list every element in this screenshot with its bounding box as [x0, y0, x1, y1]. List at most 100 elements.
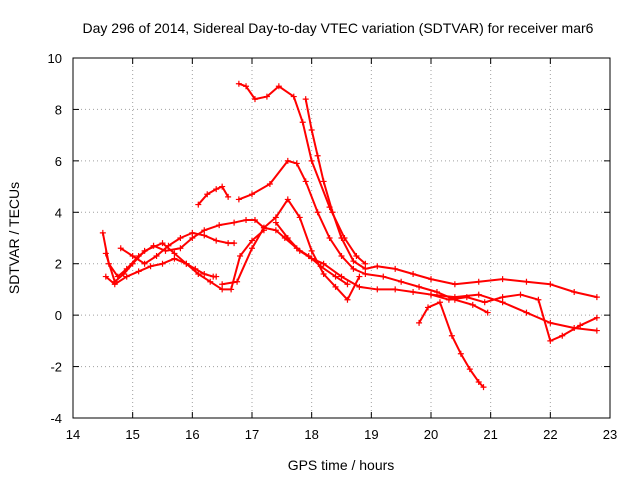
data-point-marker [329, 209, 336, 216]
x-tick-label: 23 [603, 427, 617, 442]
data-point-marker [290, 93, 297, 100]
y-tick-label: 10 [48, 51, 62, 66]
data-point-marker [302, 96, 309, 103]
data-point-marker [416, 319, 423, 326]
data-point-marker [523, 278, 530, 285]
series-track-7 [416, 299, 487, 391]
data-point-marker [123, 273, 130, 280]
data-point-marker [314, 209, 321, 216]
data-point-marker [338, 235, 345, 241]
data-point-marker [207, 278, 214, 285]
data-point-marker [135, 268, 142, 275]
data-point-marker [466, 366, 473, 373]
data-point-marker [475, 278, 482, 285]
data-point-marker [284, 196, 291, 203]
data-point-marker [523, 309, 530, 316]
data-point-marker [559, 332, 566, 339]
data-point-marker [374, 263, 381, 270]
data-point-marker [213, 237, 220, 244]
data-point-marker [272, 219, 279, 226]
data-point-marker [147, 263, 154, 270]
data-point-marker [448, 332, 455, 339]
data-point-marker [129, 253, 136, 259]
data-point-marker [392, 286, 399, 293]
data-point-marker [171, 250, 178, 257]
data-point-marker [201, 232, 208, 239]
data-point-marker [356, 273, 363, 280]
x-tick-label: 18 [304, 427, 318, 442]
data-point-marker [475, 291, 482, 298]
data-point-marker [201, 227, 208, 234]
data-point-marker [177, 245, 184, 252]
data-point-marker [428, 291, 434, 298]
series-line [430, 293, 598, 342]
data-point-marker [129, 260, 136, 267]
data-point-marker [392, 265, 399, 272]
data-point-marker [296, 214, 303, 221]
data-point-marker [356, 283, 363, 290]
data-point-marker [228, 286, 235, 293]
data-point-marker [299, 119, 306, 126]
data-point-marker [577, 322, 584, 329]
data-point-marker [243, 217, 250, 223]
data-point-marker [293, 160, 300, 167]
data-point-marker [189, 229, 196, 236]
data-point-marker [249, 237, 255, 244]
data-point-marker [338, 253, 345, 259]
series-line [101, 219, 349, 286]
data-point-marker [237, 253, 244, 259]
data-point-marker [362, 260, 369, 267]
data-point-marker [141, 247, 148, 254]
data-point-marker [192, 265, 199, 272]
data-point-marker [231, 219, 238, 226]
data-point-marker [99, 229, 106, 236]
data-point-marker [216, 222, 223, 229]
data-point-marker [302, 178, 309, 185]
data-point-marker [177, 235, 184, 241]
data-point-marker [260, 227, 267, 234]
data-point-marker [475, 379, 482, 385]
data-point-marker [219, 183, 226, 190]
data-point-marker [235, 196, 242, 203]
data-point-marker [111, 281, 118, 288]
series-track-1 [235, 80, 369, 267]
data-point-marker [249, 191, 255, 198]
data-point-marker [102, 273, 109, 280]
data-point-marker [243, 83, 250, 90]
axis-ticks: 14 15 16 17 18 19 20 21 22 23 -4 -2 0 2 4 6 8 10 [48, 51, 618, 442]
data-point-marker [272, 214, 279, 221]
series-line [237, 82, 367, 265]
chart-title: Day 296 of 2014, Sidereal Day-to-day VTE… [83, 20, 594, 36]
data-point-marker [213, 186, 220, 193]
data-point-marker [547, 337, 554, 344]
series-track-5 [219, 196, 363, 303]
data-point-marker [517, 291, 524, 298]
data-point-marker [225, 240, 232, 247]
data-point-marker [275, 83, 282, 90]
data-point-marker [350, 258, 357, 265]
data-point-marker [141, 260, 148, 267]
data-point-marker [344, 281, 351, 288]
data-point-marker [317, 263, 324, 270]
data-point-marker [481, 299, 488, 306]
x-tick-label: 20 [424, 427, 438, 442]
data-point-marker [249, 245, 255, 252]
x-tick-label: 14 [66, 427, 80, 442]
data-point-marker [326, 235, 333, 241]
data-point-marker [234, 278, 241, 285]
data-point-marker [547, 319, 554, 326]
data-point-marker [272, 227, 279, 234]
data-point-marker [480, 384, 487, 391]
y-tick-label: 2 [55, 257, 62, 272]
data-point-marker [571, 289, 578, 295]
series-line [104, 229, 265, 291]
grid-lines [73, 58, 610, 418]
data-point-marker [308, 127, 315, 133]
data-point-marker [410, 289, 417, 295]
data-point-marker [344, 296, 351, 303]
data-point-marker [195, 271, 202, 277]
data-point-marker [159, 260, 166, 267]
data-point-marker [380, 273, 387, 280]
data-point-marker [457, 350, 464, 357]
